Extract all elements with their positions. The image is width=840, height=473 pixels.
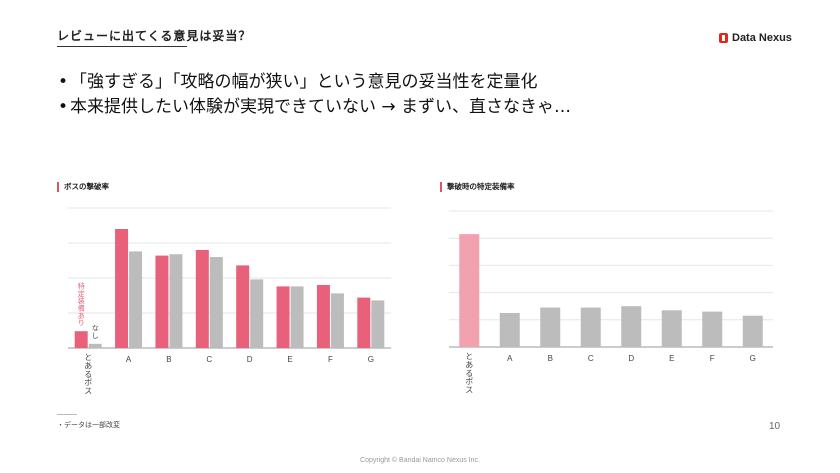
bar [459, 234, 480, 347]
x-tick-label: G [368, 355, 374, 364]
bullet-text: 本来提供したい体験が実現できていない → まずい、直さなきゃ… [70, 97, 572, 117]
x-tick-label: E [287, 355, 292, 364]
series-label: 特定装備あり [78, 281, 85, 327]
bullet-marker: • [58, 97, 69, 117]
x-tick-label: F [710, 354, 715, 363]
x-tick-label: A [126, 355, 132, 364]
x-tick-label: E [669, 354, 674, 363]
bar [371, 300, 385, 348]
bar [129, 251, 143, 348]
bar [290, 286, 304, 348]
series-label: なし [92, 324, 99, 339]
page-header-title: レビューに出てくる意見は妥当？ [57, 29, 252, 43]
x-tick-label: B [548, 354, 553, 363]
company-logo: Data Nexus [719, 32, 792, 44]
bar [115, 229, 129, 348]
bullet-text: 「強すぎる」「攻略の幅が狭い」という意見の妥当性を定量化 [70, 72, 538, 92]
logo-text: Data Nexus [732, 32, 792, 44]
bullet-list: • 「強すぎる」「攻略の幅が狭い」という意見の妥当性を定量化 • 本来提供したい体験… [58, 70, 571, 120]
bullet-item: • 本来提供したい体験が実現できていない → まずい、直さなきゃ… [58, 95, 571, 120]
x-tick-label: G [750, 354, 756, 363]
bar [276, 286, 290, 348]
logo-mark-icon [719, 33, 728, 43]
bar [169, 254, 183, 348]
header-underline [57, 46, 187, 47]
x-tick-label: とあるボス [84, 353, 92, 396]
x-tick-label: A [507, 354, 513, 363]
bar [195, 250, 209, 348]
bar [540, 307, 561, 347]
bar [250, 279, 264, 348]
bar [155, 255, 169, 348]
footnote: ・データは一部改変 [57, 421, 120, 429]
bar [209, 257, 223, 348]
bar [357, 297, 371, 348]
bullet-item: • 「強すぎる」「攻略の幅が狭い」という意見の妥当性を定量化 [58, 70, 571, 95]
bullet-marker: • [58, 72, 69, 92]
x-tick-label: C [588, 354, 594, 363]
chart-title-equipment-rate: 撃破時の特定装備率 [440, 182, 515, 192]
x-tick-label: B [166, 355, 171, 364]
bar [499, 313, 520, 347]
bar [316, 285, 330, 348]
copyright: Copyright © Bandai Namco Nexus Inc. [360, 457, 480, 464]
bar [621, 306, 642, 347]
bar [330, 293, 344, 348]
x-tick-label: C [206, 355, 212, 364]
x-tick-label: F [328, 355, 333, 364]
page-number: 10 [769, 421, 781, 432]
chart-title-boss-clear-rate: ボスの撃破率 [57, 182, 109, 192]
bar [88, 343, 102, 348]
bar [661, 310, 682, 347]
bar [702, 311, 723, 347]
x-tick-label: D [247, 355, 253, 364]
bar [74, 331, 88, 348]
x-tick-label: D [628, 354, 634, 363]
bar [580, 307, 601, 347]
footnote-rule [57, 414, 77, 415]
x-tick-label: とあるボス [465, 352, 473, 395]
bar [236, 265, 250, 348]
bar [742, 315, 763, 347]
